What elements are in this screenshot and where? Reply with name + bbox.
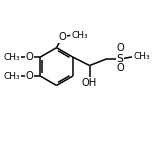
Text: CH₃: CH₃ [133,52,150,61]
Text: CH₃: CH₃ [72,31,88,40]
Text: O: O [59,32,66,42]
Text: OH: OH [81,78,97,88]
Text: O: O [25,71,33,81]
Text: CH₃: CH₃ [3,53,20,62]
Text: S: S [117,54,124,64]
Text: O: O [117,63,125,73]
Text: CH₃: CH₃ [3,71,20,81]
Text: O: O [117,43,125,53]
Text: O: O [25,52,33,62]
